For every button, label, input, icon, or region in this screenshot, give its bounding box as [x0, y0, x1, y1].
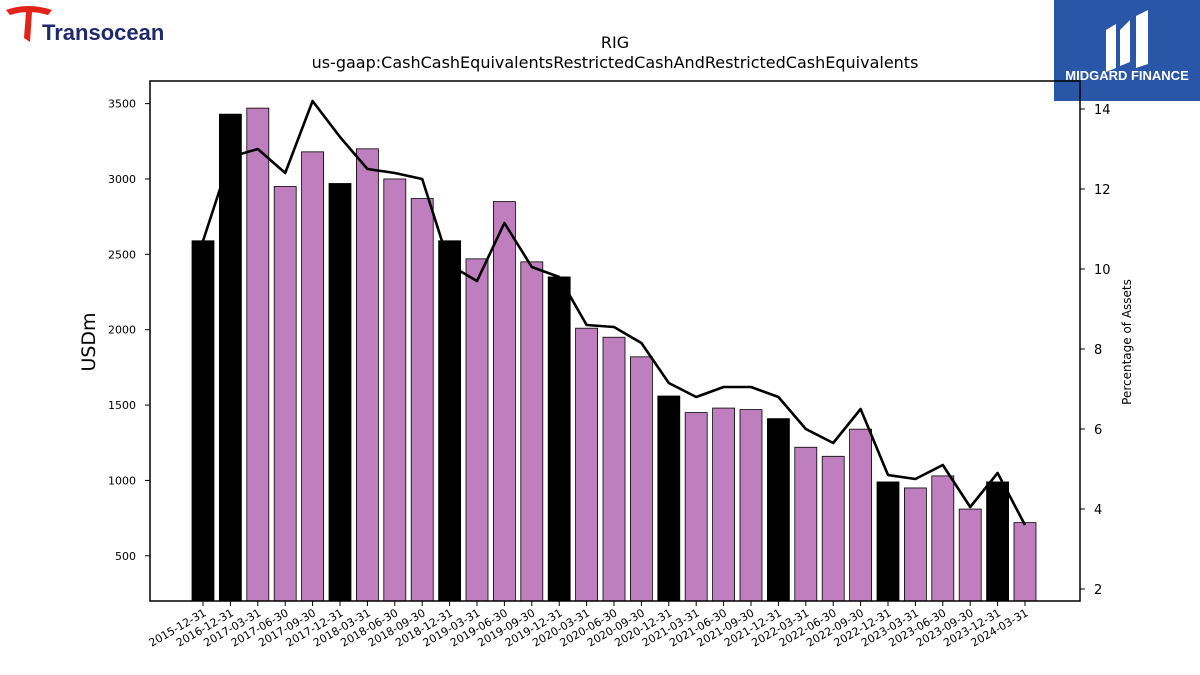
y2-tick-label: 4 — [1094, 503, 1102, 518]
bar-2021-06-30 — [712, 407, 735, 602]
bar-2023-06-30 — [931, 475, 955, 602]
bar-2018-09-30 — [410, 198, 434, 602]
y2-axis-label: Percentage of Assets — [1120, 279, 1134, 405]
bar-2015-12-31 — [191, 240, 215, 602]
bar-2020-06-30 — [602, 336, 626, 602]
y2-tick-label: 8 — [1094, 343, 1102, 358]
y2-tick-label: 14 — [1094, 103, 1111, 118]
bar-2022-09-30 — [849, 428, 872, 602]
bar-2024-03-31 — [1013, 522, 1037, 602]
bar-2017-06-30 — [273, 186, 297, 602]
bar-2020-09-30 — [630, 356, 653, 602]
bar-2021-09-30 — [739, 409, 763, 602]
bar-2019-12-31 — [547, 276, 571, 602]
y2-tick-label: 10 — [1094, 263, 1111, 278]
bar-2018-12-31 — [438, 240, 462, 602]
bar-2023-09-30 — [958, 508, 982, 602]
transocean-logo-text: Transocean — [42, 20, 164, 44]
midgard-logo-text: MIDGARD FINANCE — [1065, 68, 1189, 83]
bar-2019-03-31 — [465, 258, 489, 602]
bar-2016-12-31 — [218, 113, 242, 602]
midgard-emblem-icon — [1106, 10, 1148, 72]
y-tick-label: 1500 — [108, 399, 136, 412]
bar-2019-06-30 — [492, 201, 516, 602]
bar-2017-09-30 — [301, 151, 325, 602]
bar-2018-03-31 — [355, 148, 379, 602]
plot-frame — [149, 80, 1081, 602]
midgard-finance-logo: MIDGARD FINANCE — [1054, 0, 1200, 101]
bar-2023-12-31 — [986, 481, 1009, 602]
bars — [191, 107, 1037, 602]
x-axis: 2015-12-312016-12-312017-03-312017-06-30… — [147, 601, 1031, 650]
bar-2023-03-31 — [904, 487, 927, 602]
bar-2020-12-31 — [657, 395, 681, 602]
y-tick-label: 3000 — [108, 173, 136, 186]
y-tick-label: 1000 — [108, 474, 136, 487]
bar-2022-03-31 — [794, 446, 818, 602]
y2-tick-label: 12 — [1094, 183, 1111, 198]
bar-2019-09-30 — [520, 261, 544, 602]
chart-title: RIG — [601, 33, 629, 52]
y2-axis: 2 4 6 8 10 12 14 — [1080, 103, 1111, 598]
bar-2018-06-30 — [383, 178, 407, 602]
bar-2017-12-31 — [328, 183, 352, 602]
y2-tick-label: 6 — [1094, 423, 1102, 438]
bar-2022-06-30 — [821, 455, 845, 602]
chart-subtitle: us-gaap:CashCashEquivalentsRestrictedCas… — [312, 53, 919, 72]
y-tick-label: 3500 — [108, 98, 136, 111]
y-axis: 500 1000 1500 2000 2500 3000 3500 — [108, 98, 150, 563]
y2-tick-label: 2 — [1094, 583, 1102, 598]
bar-2017-03-31 — [246, 107, 270, 602]
y-tick-label: 2500 — [108, 248, 136, 261]
y-tick-label: 2000 — [108, 324, 136, 337]
transocean-emblem-icon — [6, 6, 52, 42]
percentage-line — [201, 99, 1027, 526]
bar-2022-12-31 — [876, 481, 900, 602]
y-tick-label: 500 — [115, 550, 136, 563]
bar-2020-03-31 — [575, 327, 598, 602]
bar-2021-12-31 — [767, 418, 790, 602]
transocean-logo: Transocean — [4, 4, 184, 45]
bar-2021-03-31 — [684, 412, 708, 602]
y-axis-label: USDm — [78, 312, 100, 371]
